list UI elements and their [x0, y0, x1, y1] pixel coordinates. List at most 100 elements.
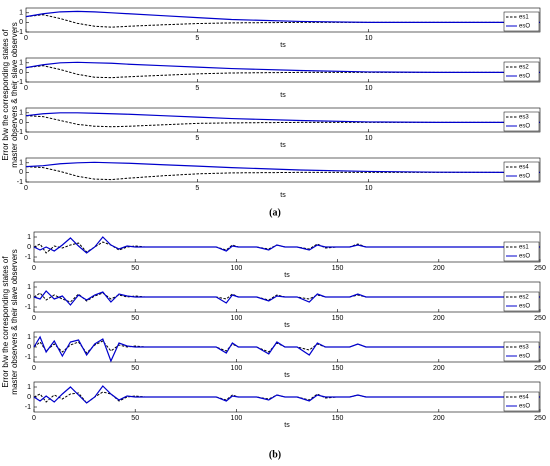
x-axis-label: ts [280, 142, 286, 149]
legend-label: esO [519, 354, 530, 360]
legend-label: es4 [519, 165, 529, 171]
x-tick-label: 100 [231, 265, 243, 272]
y-tick-label: -1 [25, 254, 31, 261]
x-tick-label: 250 [534, 265, 546, 272]
x-tick-label: 100 [231, 365, 243, 372]
y-tick-label: -1 [25, 304, 31, 311]
y-tick-label: 1 [27, 384, 31, 391]
legend-label: es2 [519, 295, 529, 301]
x-tick-label: 5 [195, 35, 199, 42]
legend-label: esO [519, 174, 530, 180]
series-line [25, 166, 540, 181]
x-tick-label: 10 [365, 35, 373, 42]
y-tick-label: 1 [27, 234, 31, 241]
x-axis-label: ts [280, 192, 286, 199]
x-tick-label: 0 [32, 365, 36, 372]
y-tick-label: -1 [17, 129, 23, 136]
series-line [25, 65, 540, 79]
y-tick-label: 0 [27, 344, 31, 351]
x-tick-label: 250 [534, 415, 546, 422]
x-tick-label: 150 [332, 365, 344, 372]
x-axis-label: ts [280, 42, 286, 49]
x-axis-label: ts [284, 372, 290, 379]
y-tick-label: 1 [19, 110, 23, 117]
legend-label: es2 [519, 65, 529, 71]
x-tick-label: 0 [24, 185, 28, 192]
y-tick-label: 0 [19, 119, 23, 126]
series-line [33, 385, 540, 404]
plot-area [25, 107, 541, 133]
x-tick-label: 250 [534, 315, 546, 322]
legend-label: es1 [519, 245, 529, 251]
series-line [25, 61, 540, 73]
x-tick-label: 250 [534, 365, 546, 372]
series-line [25, 10, 540, 23]
x-tick-label: 5 [195, 135, 199, 142]
legend-label: esO [519, 304, 530, 310]
x-tick-label: 50 [131, 415, 139, 422]
y-tick-label: 1 [19, 60, 23, 67]
legend-label: es3 [519, 345, 529, 351]
x-tick-label: 5 [195, 185, 199, 192]
y-tick-label: 0 [19, 19, 23, 26]
y-tick-label: -1 [25, 354, 31, 361]
y-tick-label: -1 [17, 179, 23, 186]
series-line [33, 236, 540, 254]
series-line [25, 112, 540, 123]
x-tick-label: 150 [332, 415, 344, 422]
y-tick-label: 1 [27, 284, 31, 291]
legend-label: esO [519, 74, 530, 80]
y-tick-label: 0 [19, 69, 23, 76]
legend-label: esO [519, 254, 530, 260]
y-tick-label: 0 [27, 244, 31, 251]
y-axis-label: master observers & their slave observers [10, 22, 19, 167]
x-tick-label: 0 [24, 35, 28, 42]
series-line [33, 391, 540, 404]
y-tick-label: 0 [19, 169, 23, 176]
x-tick-label: 100 [231, 415, 243, 422]
y-tick-label: -1 [25, 404, 31, 411]
legend-label: es4 [519, 395, 529, 401]
x-tick-label: 0 [32, 315, 36, 322]
y-tick-label: -1 [17, 29, 23, 36]
legend-label: esO [519, 24, 530, 30]
y-axis-label: Error b/w the corresponding states of [1, 29, 10, 161]
x-tick-label: 150 [332, 265, 344, 272]
panel-label: (b) [269, 449, 281, 460]
x-tick-label: 100 [231, 315, 243, 322]
x-tick-label: 200 [433, 315, 445, 322]
x-axis-label: ts [284, 422, 290, 429]
x-tick-label: 50 [131, 365, 139, 372]
x-tick-label: 10 [365, 85, 373, 92]
x-tick-label: 10 [365, 135, 373, 142]
series-line [33, 335, 540, 363]
panel-label: (a) [269, 207, 281, 218]
legend-label: es1 [519, 15, 529, 21]
x-tick-label: 0 [24, 135, 28, 142]
x-axis-label: ts [284, 322, 290, 329]
legend-label: esO [519, 124, 530, 130]
legend-label: es3 [519, 115, 529, 121]
legend-label: esO [519, 404, 530, 410]
x-tick-label: 50 [131, 315, 139, 322]
x-tick-label: 0 [32, 415, 36, 422]
x-tick-label: 0 [32, 265, 36, 272]
y-axis-label: master observers & their slave observers [10, 249, 19, 394]
x-tick-label: 0 [24, 85, 28, 92]
x-tick-label: 200 [433, 265, 445, 272]
y-tick-label: -1 [17, 79, 23, 86]
series-line [33, 290, 540, 306]
x-tick-label: 5 [195, 85, 199, 92]
x-axis-label: ts [284, 272, 290, 279]
x-tick-label: 10 [365, 185, 373, 192]
y-tick-label: 1 [27, 334, 31, 341]
y-tick-label: 1 [19, 10, 23, 17]
x-tick-label: 200 [433, 365, 445, 372]
x-axis-label: ts [280, 92, 286, 99]
y-tick-label: 1 [19, 160, 23, 167]
series-line [25, 115, 540, 128]
plot-area [25, 7, 541, 33]
x-tick-label: 200 [433, 415, 445, 422]
series-line [25, 161, 541, 173]
